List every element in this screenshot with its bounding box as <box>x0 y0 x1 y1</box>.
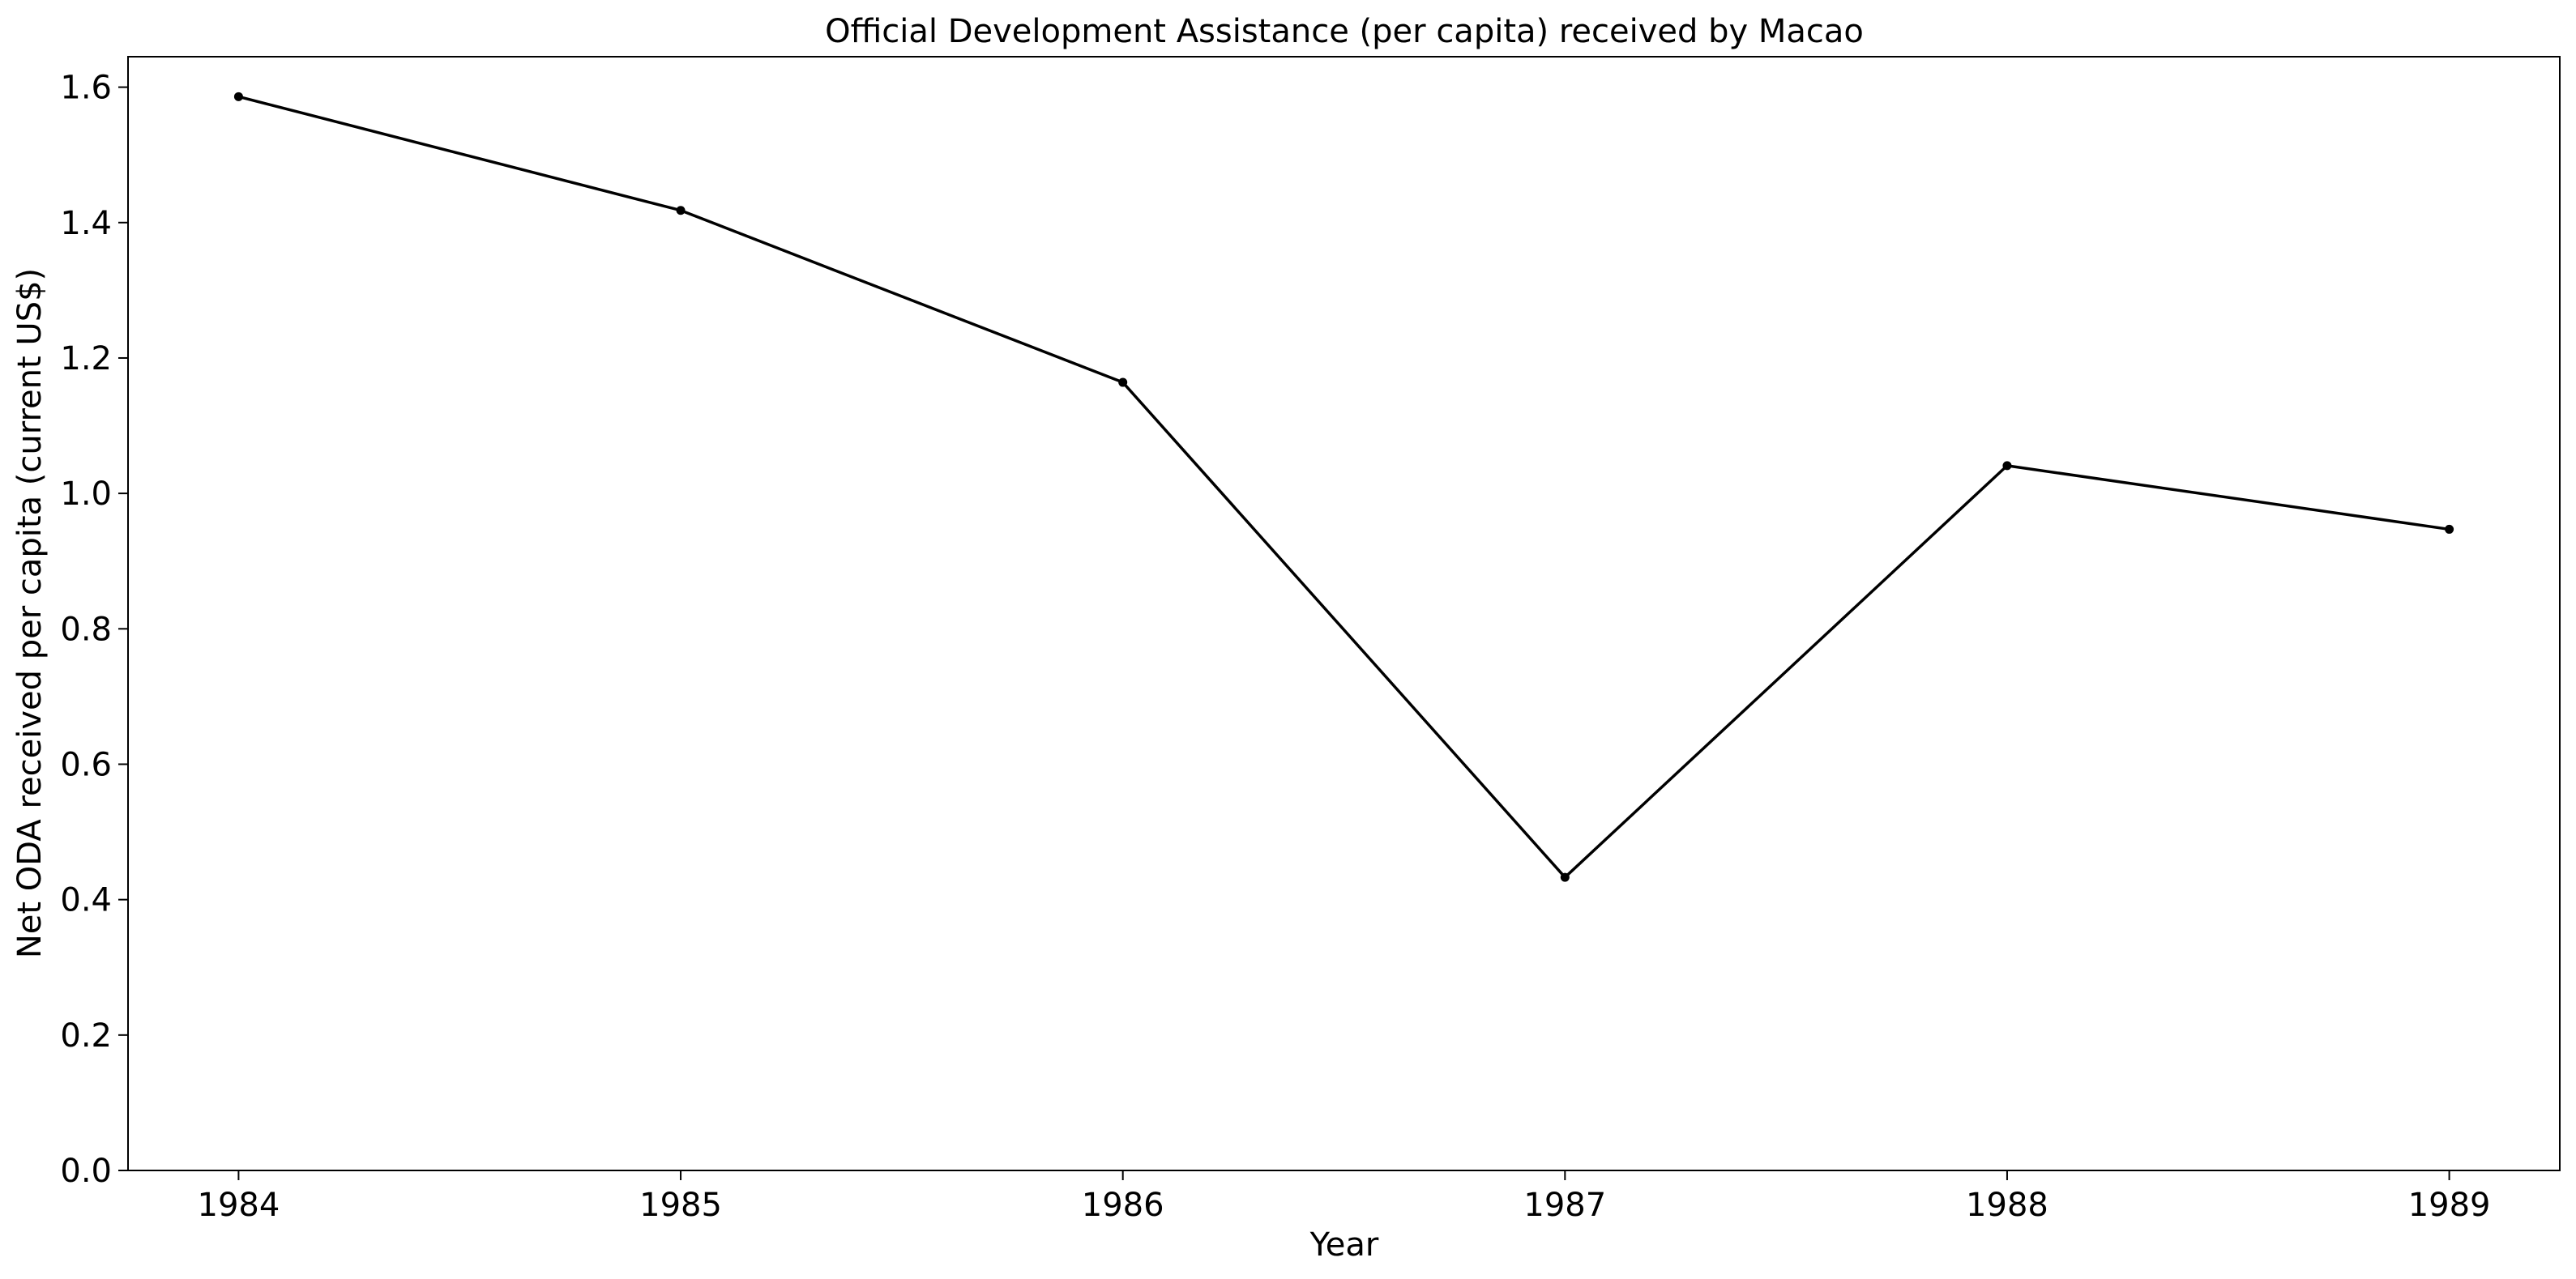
x-tick-label: 1989 <box>2408 1187 2491 1224</box>
y-tick-label: 0.0 <box>60 1153 112 1190</box>
x-axis-ticks: 1984 1985 1986 1987 1988 1989 <box>198 1170 2491 1224</box>
data-point <box>1560 872 1570 882</box>
x-tick-label: 1984 <box>198 1187 280 1224</box>
data-point <box>1118 377 1128 387</box>
data-point <box>676 206 686 215</box>
y-tick-label: 1.0 <box>60 475 112 513</box>
points-layer <box>233 92 2454 882</box>
data-point <box>2445 524 2454 534</box>
y-tick-label: 0.2 <box>60 1017 112 1055</box>
y-tick-label: 0.4 <box>60 882 112 919</box>
y-tick-label: 1.4 <box>60 205 112 242</box>
y-axis-label: Net ODA received per capita (current US$… <box>11 268 49 958</box>
y-tick-label: 0.6 <box>60 746 112 783</box>
series-line <box>237 95 2451 879</box>
x-axis-label: Year <box>1309 1226 1379 1264</box>
y-tick-label: 1.2 <box>60 340 112 377</box>
y-tick-label: 1.6 <box>60 70 112 107</box>
x-tick-label: 1987 <box>1523 1187 1606 1224</box>
plot-frame <box>127 56 2561 1171</box>
data-point <box>233 92 243 101</box>
series-layer <box>237 95 2451 879</box>
data-point <box>2002 461 2012 471</box>
y-tick-label: 0.8 <box>60 611 112 648</box>
x-tick-label: 1985 <box>639 1187 722 1224</box>
x-tick-label: 1988 <box>1966 1187 2048 1224</box>
x-tick-label: 1986 <box>1082 1187 1164 1224</box>
chart-title: Official Development Assistance (per cap… <box>825 13 1864 50</box>
y-axis-ticks: 0.0 0.2 0.4 0.6 0.8 1.0 1.2 1.4 1.6 <box>60 70 128 1190</box>
